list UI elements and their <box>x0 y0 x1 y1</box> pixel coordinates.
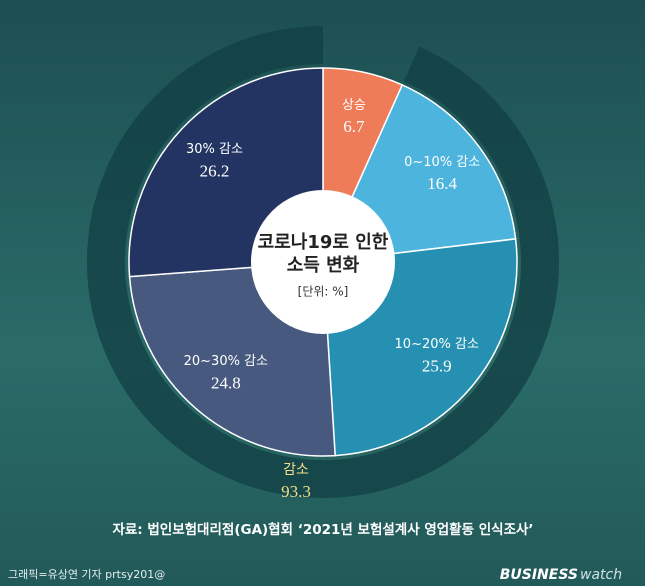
ring-value: 93.3 <box>281 482 311 501</box>
credit: 그래픽=유상연 기자 prtsy201@ <box>8 568 165 581</box>
slice-value: 25.9 <box>422 357 452 376</box>
source: 자료: 법인보험대리점(GA)협회 ‘2021년 보험설계사 영업활동 인식조사… <box>112 521 533 538</box>
slice-value: 6.7 <box>343 117 365 136</box>
slice-value: 24.8 <box>211 374 241 393</box>
center-title: 코로나19로 인한 <box>258 232 389 253</box>
slice-label: 30% 감소 <box>186 142 243 157</box>
slice-label: 0~10% 감소 <box>404 155 480 170</box>
center-title: 소득 변화 <box>287 255 360 276</box>
slice-value: 26.2 <box>200 161 230 180</box>
slice-label: 20~30% 감소 <box>184 354 268 369</box>
slice-label: 상승 <box>342 98 366 113</box>
ring-arc <box>87 26 559 498</box>
ring-label: 감소 <box>283 462 309 478</box>
brand: watch <box>580 567 622 583</box>
slice-value: 16.4 <box>427 174 457 193</box>
unit-label: [단위: %] <box>298 285 349 299</box>
slice-label: 10~20% 감소 <box>395 337 479 352</box>
center-hole <box>251 190 395 334</box>
brand: BUSINESS <box>500 567 578 583</box>
